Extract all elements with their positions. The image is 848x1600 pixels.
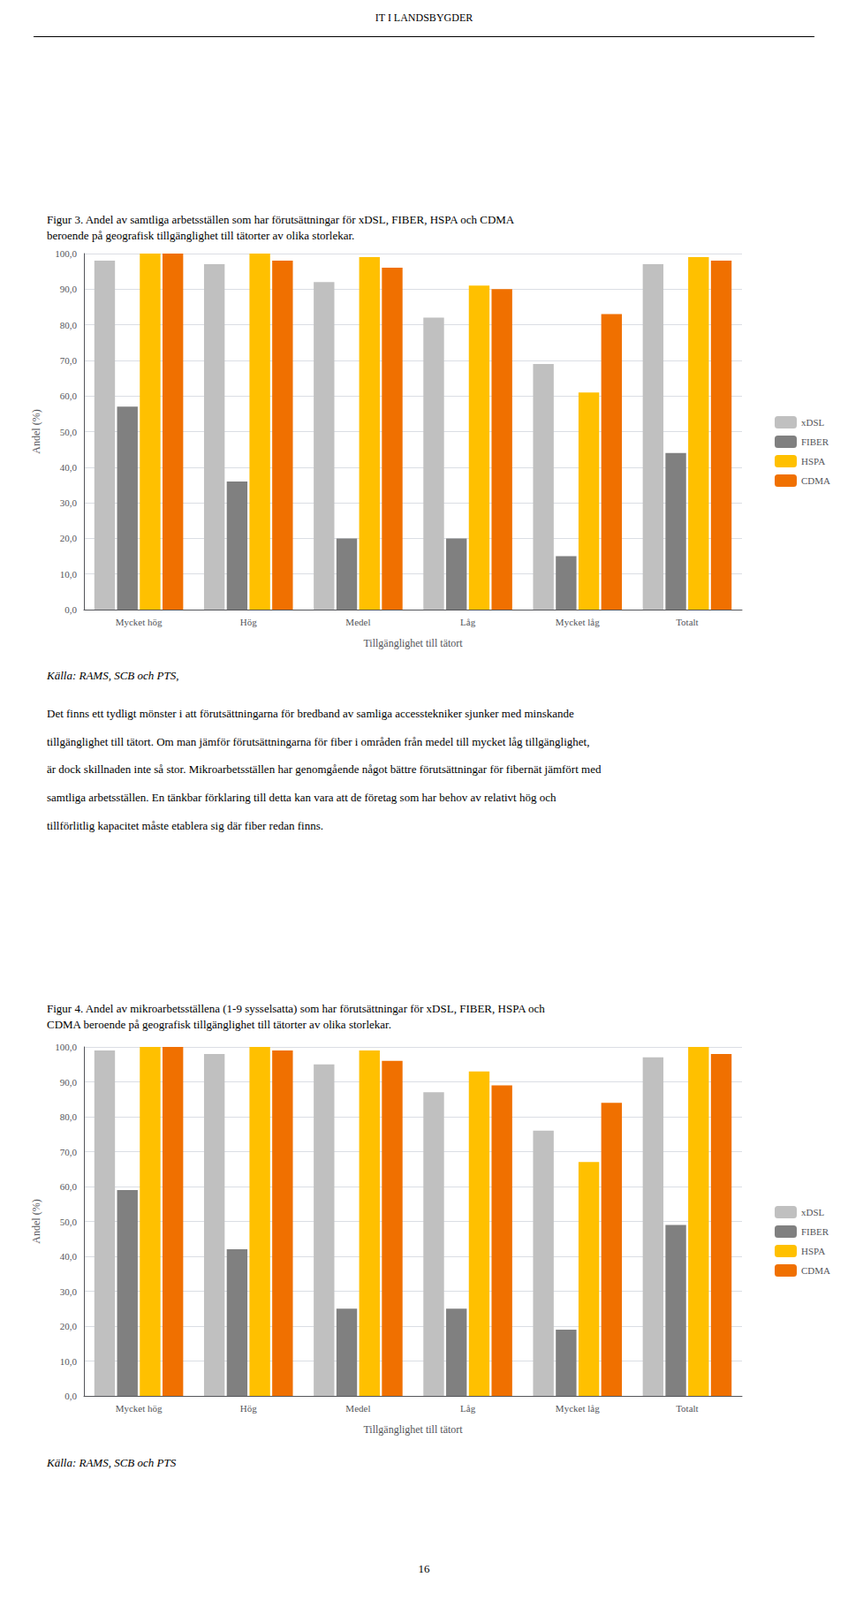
- svg-text:CDMA: CDMA: [801, 475, 831, 486]
- html-text:Figur 3. Andel av samtliga arb: Figur 3. Andel av samtliga arbetsställen…: [46, 212, 515, 227]
- svg-text:30,0: 30,0: [60, 497, 78, 508]
- svg-text:Mycket hög: Mycket hög: [115, 616, 163, 628]
- html-text:tillgänglighet till tätort. Om: tillgänglighet till tätort. Om man jämfö…: [46, 734, 590, 748]
- svg-text:Medel: Medel: [345, 1402, 371, 1414]
- svg-text:60,0: 60,0: [60, 390, 78, 402]
- svg-text:HSPA: HSPA: [801, 1245, 826, 1257]
- svg-text:Låg: Låg: [460, 616, 477, 628]
- svg-text:70,0: 70,0: [60, 355, 78, 366]
- svg-text:20,0: 20,0: [60, 532, 78, 544]
- svg-text:40,0: 40,0: [60, 1250, 78, 1262]
- svg-text:30,0: 30,0: [60, 1286, 78, 1297]
- svg-text:xDSL: xDSL: [801, 1206, 826, 1218]
- svg-text:50,0: 50,0: [60, 1216, 78, 1227]
- html-text:är dock skillnaden inte så sto: är dock skillnaden inte så stor. Mikroar…: [46, 762, 602, 776]
- svg-text:FIBER: FIBER: [801, 436, 830, 447]
- html-text:Det finns ett tydligt mönster: Det finns ett tydligt mönster i att föru…: [46, 706, 574, 720]
- svg-text:90,0: 90,0: [60, 283, 78, 295]
- svg-text:10,0: 10,0: [60, 1355, 78, 1367]
- svg-text:100,0: 100,0: [54, 1041, 77, 1053]
- svg-text:FIBER: FIBER: [801, 1226, 830, 1237]
- html-text:Källa: RAMS, SCB och PTS,: Källa: RAMS, SCB och PTS,: [46, 668, 179, 682]
- svg-text:80,0: 80,0: [60, 319, 78, 331]
- svg-text:Andel (%): Andel (%): [30, 408, 43, 454]
- svg-text:20,0: 20,0: [60, 1320, 78, 1332]
- svg-text:0,0: 0,0: [64, 604, 77, 615]
- svg-text:40,0: 40,0: [60, 461, 78, 473]
- svg-text:Mycket hög: Mycket hög: [115, 1402, 163, 1414]
- svg-text:100,0: 100,0: [54, 248, 77, 259]
- html-text:16: 16: [418, 1561, 430, 1575]
- svg-text:Mycket låg: Mycket låg: [555, 1402, 600, 1414]
- svg-text:Andel (%): Andel (%): [30, 1198, 43, 1243]
- html-text:CDMA beroende på geografisk ti: CDMA beroende på geografisk tillgängligh…: [46, 1017, 392, 1031]
- svg-text:Medel: Medel: [345, 616, 371, 628]
- svg-text:Tillgänglighet till tätort: Tillgänglighet till tätort: [363, 1423, 463, 1436]
- svg-text:Totalt: Totalt: [675, 1402, 699, 1414]
- svg-text:90,0: 90,0: [60, 1076, 78, 1088]
- svg-text:Hög: Hög: [240, 616, 258, 628]
- html-text:IT I LANDSBYGDER: IT I LANDSBYGDER: [375, 11, 473, 24]
- svg-text:60,0: 60,0: [60, 1181, 78, 1192]
- svg-text:Hög: Hög: [240, 1402, 258, 1414]
- svg-text:80,0: 80,0: [60, 1111, 78, 1122]
- html-text:Figur 4. Andel av mikroarbetss: Figur 4. Andel av mikroarbetsställena (1…: [46, 1001, 545, 1015]
- html-text:tillförlitlig kapacitet måste: tillförlitlig kapacitet måste etablera s…: [46, 818, 324, 832]
- svg-text:0,0: 0,0: [64, 1390, 77, 1401]
- svg-text:70,0: 70,0: [60, 1146, 78, 1158]
- html-text:beroende på geografisk tillgän: beroende på geografisk tillgänglighet ti…: [46, 228, 355, 243]
- svg-text:Totalt: Totalt: [675, 616, 699, 628]
- svg-text:Mycket låg: Mycket låg: [555, 616, 600, 628]
- html-text:Källa: RAMS, SCB och PTS: Källa: RAMS, SCB och PTS: [46, 1455, 177, 1469]
- svg-text:Låg: Låg: [460, 1402, 477, 1414]
- svg-text:Tillgänglighet till tätort: Tillgänglighet till tätort: [363, 636, 463, 650]
- svg-text:10,0: 10,0: [60, 568, 78, 580]
- svg-text:50,0: 50,0: [60, 426, 78, 438]
- svg-text:HSPA: HSPA: [801, 455, 826, 467]
- html-text:samtliga arbetsställen. En tän: samtliga arbetsställen. En tänkbar förkl…: [46, 790, 557, 804]
- svg-text:CDMA: CDMA: [801, 1264, 831, 1276]
- svg-text:xDSL: xDSL: [801, 416, 826, 428]
